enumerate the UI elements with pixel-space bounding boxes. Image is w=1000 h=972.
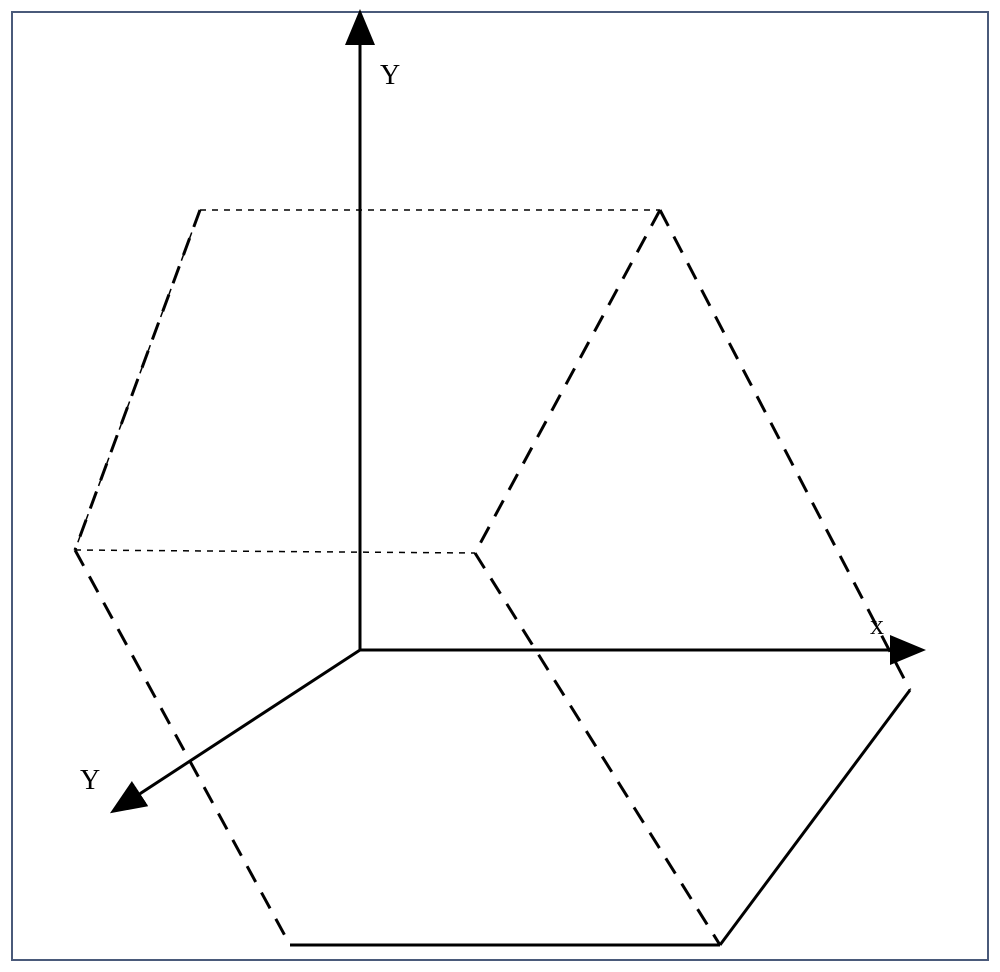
diagram-container: Y x Y xyxy=(0,0,1000,972)
x-axis-label: x xyxy=(870,610,884,642)
diagram-border xyxy=(12,12,988,960)
y-up-axis-label: Y xyxy=(380,60,400,92)
y-front-axis-label: Y xyxy=(80,765,100,797)
axes-prism-svg xyxy=(0,0,1000,972)
